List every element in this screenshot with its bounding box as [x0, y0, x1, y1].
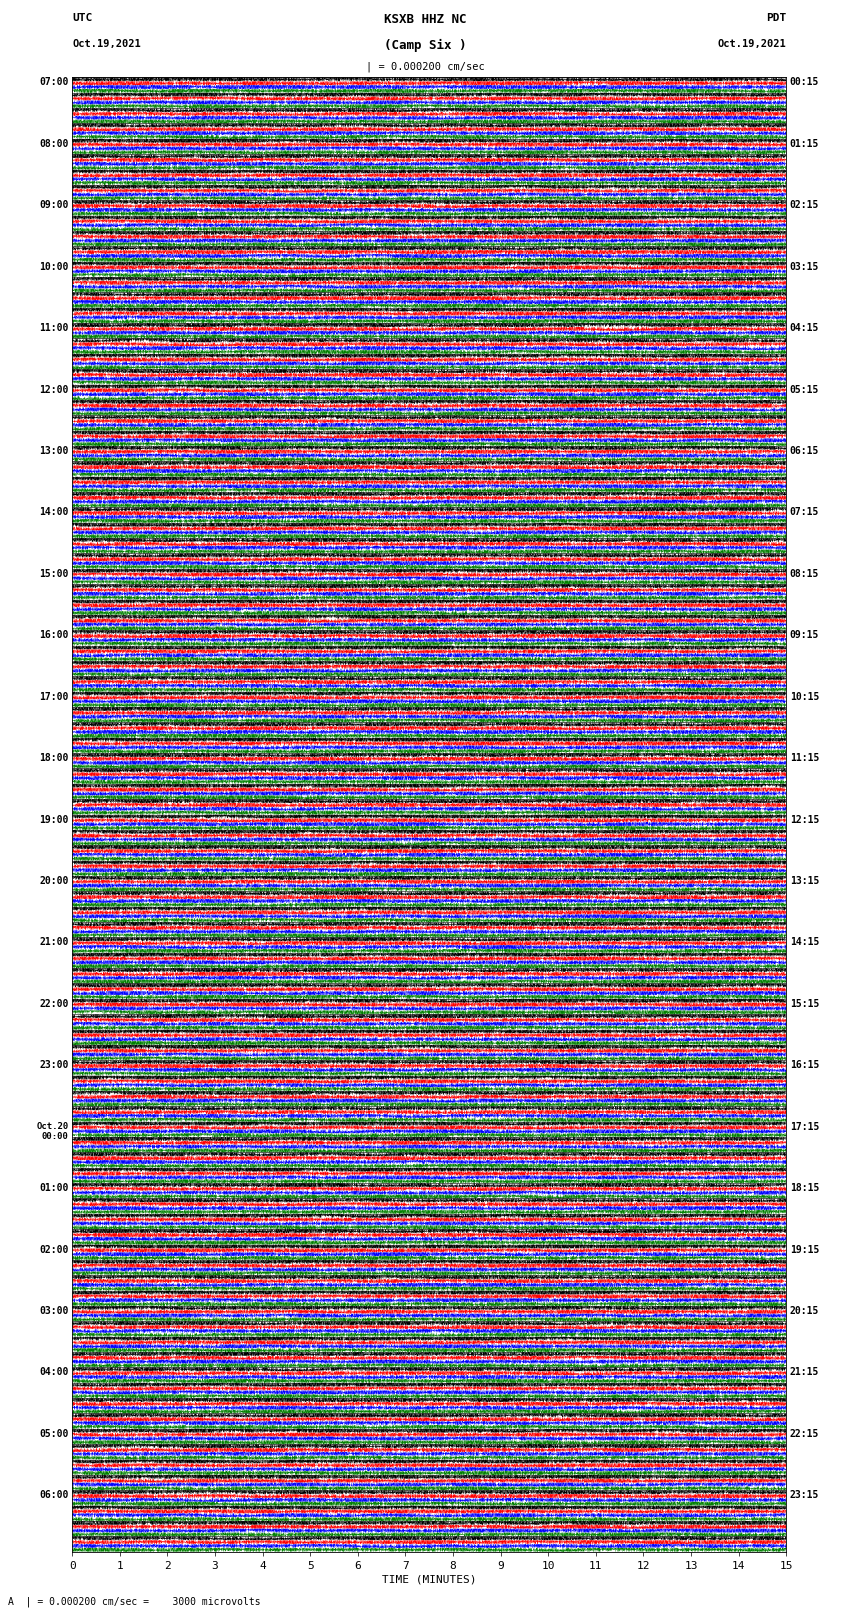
- Text: 04:15: 04:15: [790, 323, 819, 334]
- Text: 01:00: 01:00: [39, 1184, 69, 1194]
- Text: Oct.19,2021: Oct.19,2021: [717, 39, 786, 48]
- Text: 18:15: 18:15: [790, 1184, 819, 1194]
- Text: 14:15: 14:15: [790, 937, 819, 947]
- Text: Oct.19,2021: Oct.19,2021: [72, 39, 141, 48]
- Text: KSXB HHZ NC: KSXB HHZ NC: [383, 13, 467, 26]
- Text: 07:15: 07:15: [790, 508, 819, 518]
- Text: 03:00: 03:00: [39, 1307, 69, 1316]
- Text: 10:15: 10:15: [790, 692, 819, 702]
- Text: 08:00: 08:00: [39, 139, 69, 148]
- Text: 08:15: 08:15: [790, 569, 819, 579]
- Text: 19:15: 19:15: [790, 1245, 819, 1255]
- Text: 06:00: 06:00: [39, 1490, 69, 1500]
- Text: 07:00: 07:00: [39, 77, 69, 87]
- Text: 12:00: 12:00: [39, 384, 69, 395]
- Text: 20:15: 20:15: [790, 1307, 819, 1316]
- Text: 22:15: 22:15: [790, 1429, 819, 1439]
- X-axis label: TIME (MINUTES): TIME (MINUTES): [382, 1574, 477, 1586]
- Text: 05:15: 05:15: [790, 384, 819, 395]
- Text: 22:00: 22:00: [39, 998, 69, 1008]
- Text: 10:00: 10:00: [39, 261, 69, 271]
- Text: 06:15: 06:15: [790, 447, 819, 456]
- Text: 20:00: 20:00: [39, 876, 69, 886]
- Text: UTC: UTC: [72, 13, 93, 23]
- Text: Oct.20
00:00: Oct.20 00:00: [37, 1121, 69, 1140]
- Text: 17:15: 17:15: [790, 1121, 819, 1132]
- Text: 03:15: 03:15: [790, 261, 819, 271]
- Text: 11:15: 11:15: [790, 753, 819, 763]
- Text: 21:00: 21:00: [39, 937, 69, 947]
- Text: 02:15: 02:15: [790, 200, 819, 210]
- Text: 18:00: 18:00: [39, 753, 69, 763]
- Text: 11:00: 11:00: [39, 323, 69, 334]
- Text: 23:15: 23:15: [790, 1490, 819, 1500]
- Text: 15:15: 15:15: [790, 998, 819, 1008]
- Text: 09:15: 09:15: [790, 631, 819, 640]
- Text: 15:00: 15:00: [39, 569, 69, 579]
- Text: 17:00: 17:00: [39, 692, 69, 702]
- Text: 09:00: 09:00: [39, 200, 69, 210]
- Text: A  | = 0.000200 cm/sec =    3000 microvolts: A | = 0.000200 cm/sec = 3000 microvolts: [8, 1595, 261, 1607]
- Text: 21:15: 21:15: [790, 1368, 819, 1378]
- Text: 12:15: 12:15: [790, 815, 819, 824]
- Text: PDT: PDT: [766, 13, 786, 23]
- Text: 13:00: 13:00: [39, 447, 69, 456]
- Text: 04:00: 04:00: [39, 1368, 69, 1378]
- Text: 14:00: 14:00: [39, 508, 69, 518]
- Text: | = 0.000200 cm/sec: | = 0.000200 cm/sec: [366, 61, 484, 73]
- Text: 16:15: 16:15: [790, 1060, 819, 1071]
- Text: 01:15: 01:15: [790, 139, 819, 148]
- Text: 13:15: 13:15: [790, 876, 819, 886]
- Text: 05:00: 05:00: [39, 1429, 69, 1439]
- Text: 02:00: 02:00: [39, 1245, 69, 1255]
- Text: 16:00: 16:00: [39, 631, 69, 640]
- Text: 00:15: 00:15: [790, 77, 819, 87]
- Text: 19:00: 19:00: [39, 815, 69, 824]
- Text: 23:00: 23:00: [39, 1060, 69, 1071]
- Text: (Camp Six ): (Camp Six ): [383, 39, 467, 52]
